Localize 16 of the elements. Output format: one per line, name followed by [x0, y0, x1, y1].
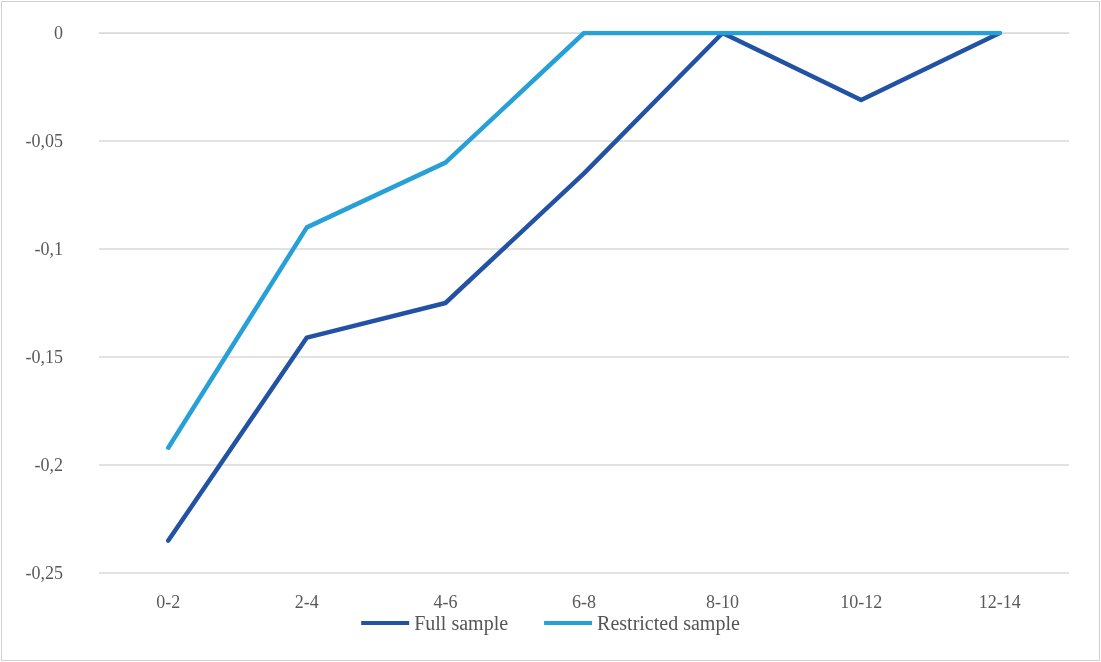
x-tick-label: 12-14	[978, 592, 1021, 612]
x-tick-label: 10-12	[840, 592, 883, 612]
y-tick-label: -0,15	[25, 347, 63, 367]
x-tick-label: 2-4	[294, 592, 319, 612]
line-series	[166, 30, 1002, 450]
y-tick-label: 0	[54, 23, 63, 43]
x-tick-label: 4-6	[433, 592, 458, 612]
y-tick-label: -0,1	[34, 239, 63, 259]
x-tick-label: 0-2	[156, 592, 181, 612]
y-tick-label: -0,2	[34, 455, 63, 475]
y-tick-label: -0,05	[25, 131, 63, 151]
x-tick-label: 8-10	[706, 592, 740, 612]
y-tick-label: -0,25	[25, 563, 63, 583]
legend-label: Full sample	[414, 612, 509, 635]
x-tick-label: 6-8	[572, 592, 596, 612]
legend-label: Restricted sample	[597, 612, 740, 635]
